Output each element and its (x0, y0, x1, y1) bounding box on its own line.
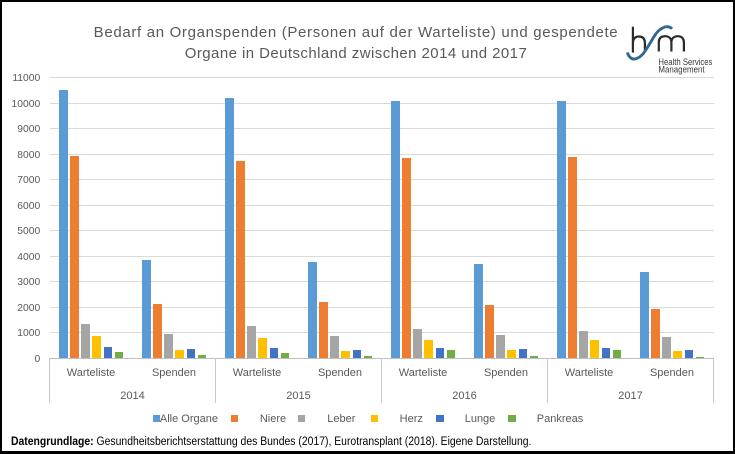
svg-text:Health Services: Health Services (658, 57, 712, 67)
svg-text:Management: Management (658, 65, 705, 75)
